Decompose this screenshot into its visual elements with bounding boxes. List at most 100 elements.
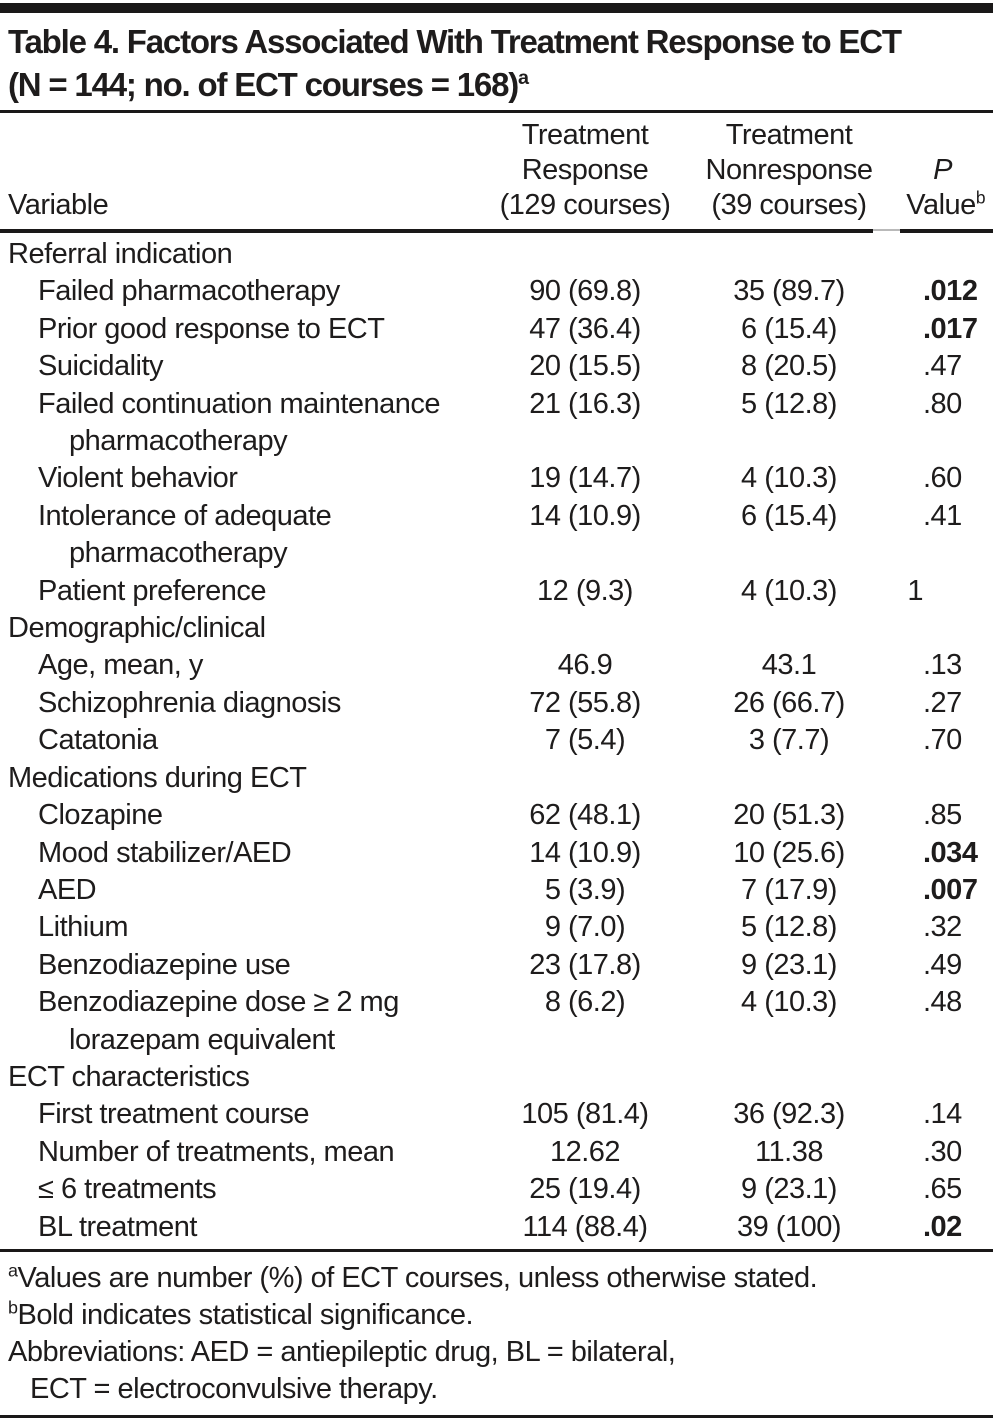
row-label-cell: Clozapine (8, 797, 470, 834)
p-value-fraction-part: .48 (923, 986, 962, 1019)
column-header-treatment-response-line2: Response (521, 154, 649, 186)
p-value-fraction-part: .012 (923, 275, 978, 308)
row-label-line1: Intolerance of adequate (38, 499, 332, 532)
cell-treatment-nonresponse: 3 (7.7) (748, 724, 830, 757)
table-row: Intolerance of adequate pharmacotherapy … (8, 498, 985, 573)
row-label-line1: Violent behavior (38, 462, 238, 495)
cell-p-value: .80 (878, 386, 985, 423)
table-row: Number of treatments, mean 12.62 11.38 .… (8, 1134, 985, 1171)
row-label-cell: ECT characteristics (8, 1059, 470, 1096)
row-label-line1: Suicidality (38, 350, 164, 383)
table-row: BL treatment 114 (88.4) 39 (100) .02 (8, 1209, 985, 1246)
column-header-p-value: P Valueb (878, 153, 985, 223)
row-label-line1: Schizophrenia diagnosis (38, 686, 341, 719)
row-label-cell: Failed pharmacotherapy (8, 273, 470, 310)
row-label-line1: ≤ 6 treatments (38, 1173, 217, 1206)
footnote-abbreviations-line2: ECT = electroconvulsive therapy. (30, 1372, 438, 1405)
table-row: Suicidality 20 (15.5) 8 (20.5) .47 (8, 348, 985, 385)
cell-p-value: .27 (878, 685, 985, 722)
p-value-integer-part (878, 460, 923, 497)
p-value-integer-part (878, 348, 923, 385)
table-row: Violent behavior 19 (14.7) 4 (10.3) .60 (8, 460, 985, 497)
row-label-cell: Benzodiazepine dose ≥ 2 mg lorazepam equ… (8, 984, 470, 1059)
table-section-row: Medications during ECT (8, 760, 985, 797)
p-value-integer-part (878, 722, 923, 759)
row-label-line1: First treatment course (38, 1098, 310, 1131)
header-divider-gap (873, 229, 900, 231)
row-label-line2: pharmacotherapy (69, 425, 288, 458)
cell-p-value: .65 (878, 1171, 985, 1208)
cell-p-value: .70 (878, 722, 985, 759)
table-header-row: Variable Treatment Response (129 courses… (0, 113, 993, 229)
column-header-treatment-response-line1: Treatment (521, 119, 649, 151)
cell-p-value: .14 (878, 1096, 985, 1133)
cell-treatment-nonresponse: 8 (20.5) (741, 350, 837, 383)
cell-treatment-nonresponse: 4 (10.3) (741, 574, 837, 607)
header-divider-rule (0, 229, 993, 233)
p-value-fraction-part: .13 (923, 649, 962, 682)
row-label-line1: Catatonia (38, 724, 158, 757)
p-value-integer-part (878, 685, 923, 722)
p-value-integer-part (878, 872, 923, 909)
row-label-line1: Failed continuation maintenance (38, 387, 441, 420)
row-label-line1: BL treatment (38, 1210, 197, 1243)
footnote-b: bBold indicates statistical significance… (8, 1297, 985, 1334)
cell-treatment-response: 20 (15.5) (529, 350, 641, 383)
cell-treatment-nonresponse: 20 (51.3) (733, 799, 845, 832)
p-value-fraction-part: .60 (923, 462, 962, 495)
footnote-abbreviations-line1: Abbreviations: AED = antiepileptic drug,… (8, 1335, 676, 1368)
cell-p-value: .60 (878, 460, 985, 497)
p-value-integer-part (878, 1096, 923, 1133)
cell-p-value: .41 (878, 498, 985, 535)
cell-treatment-response: 21 (16.3) (529, 387, 641, 420)
table-title-line2-text: (N = 144; no. of ECT courses = 168) (8, 66, 519, 103)
row-label-cell: Prior good response to ECT (8, 311, 470, 348)
cell-treatment-nonresponse: 6 (15.4) (741, 312, 837, 345)
table-row: Failed continuation maintenance pharmaco… (8, 386, 985, 461)
cell-treatment-nonresponse: 43.1 (761, 649, 817, 682)
cell-treatment-nonresponse: 4 (10.3) (741, 462, 837, 495)
table-title-line2: (N = 144; no. of ECT courses = 168)a (8, 63, 985, 106)
p-value-fraction-part: .02 (923, 1210, 962, 1243)
cell-treatment-response: 47 (36.4) (529, 312, 641, 345)
p-value-integer-part (878, 984, 923, 1021)
title-footnote-marker-a: a (518, 67, 530, 89)
table-row: Age, mean, y 46.9 43.1 .13 (8, 647, 985, 684)
column-header-treatment-nonresponse-line3: (39 courses) (711, 189, 867, 221)
table-section-row: Referral indication (8, 236, 985, 273)
cell-p-value: .49 (878, 947, 985, 984)
row-label-cell: Demographic/clinical (8, 610, 470, 647)
p-value-integer-part (878, 1171, 923, 1208)
p-value-fraction-part: .14 (923, 1098, 962, 1131)
cell-treatment-nonresponse: 11.38 (755, 1135, 823, 1168)
row-label-cell: Lithium (8, 909, 470, 946)
row-label-line1: Prior good response to ECT (38, 312, 385, 345)
row-label-cell: Medications during ECT (8, 760, 470, 797)
p-value-fraction-part: .49 (923, 948, 962, 981)
cell-p-value: .47 (878, 348, 985, 385)
row-label-cell: Suicidality (8, 348, 470, 385)
table-row: Schizophrenia diagnosis 72 (55.8) 26 (66… (8, 685, 985, 722)
row-label-cell: Catatonia (8, 722, 470, 759)
row-label-line1: Clozapine (38, 799, 163, 832)
row-label-cell: ≤ 6 treatments (8, 1171, 470, 1208)
cell-treatment-response: 7 (5.4) (544, 724, 626, 757)
cell-treatment-nonresponse: 26 (66.7) (733, 686, 845, 719)
row-label-line1: Benzodiazepine use (38, 948, 291, 981)
row-label-line1: Benzodiazepine dose ≥ 2 mg (38, 986, 399, 1019)
p-value-integer-part: 1 (907, 574, 923, 607)
p-value-integer-part (878, 273, 923, 310)
cell-p-value: .13 (878, 647, 985, 684)
row-label-line1: Medications during ECT (8, 761, 307, 794)
cell-p-value: .007 (878, 872, 985, 909)
p-value-integer-part (878, 386, 923, 423)
cell-p-value: .32 (878, 909, 985, 946)
table-row: Mood stabilizer/AED 14 (10.9) 10 (25.6) … (8, 835, 985, 872)
footnote-a-text: Values are number (%) of ECT courses, un… (17, 1261, 818, 1294)
p-value-integer-part (878, 797, 923, 834)
row-label-cell: AED (8, 872, 470, 909)
column-header-treatment-response-line3: (129 courses) (499, 189, 671, 221)
row-label-cell: BL treatment (8, 1209, 470, 1246)
cell-p-value: .85 (878, 797, 985, 834)
table-panel: Table 4. Factors Associated With Treatme… (0, 3, 993, 1418)
